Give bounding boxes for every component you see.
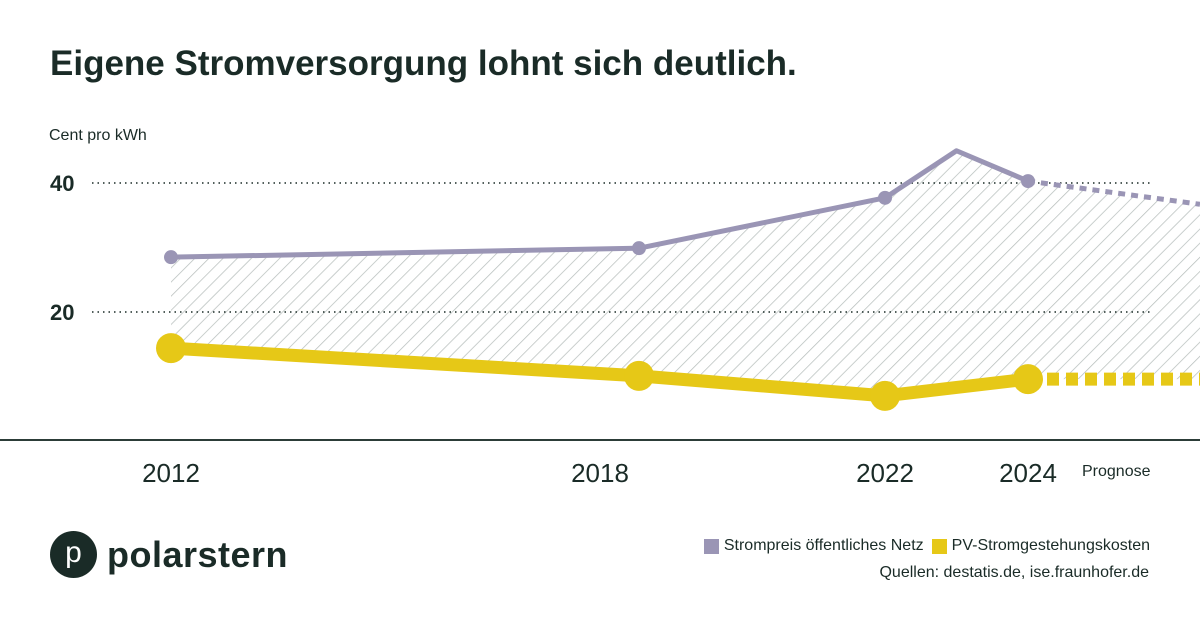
y-axis-label: Cent pro kWh — [49, 127, 147, 144]
x-tick-label: 2012 — [142, 458, 200, 488]
data-point-pv-cost-2024 — [1013, 364, 1043, 395]
brand-logo: p polarstern — [50, 531, 288, 578]
y-tick-label: 20 — [50, 300, 74, 325]
legend: Strompreis öffentliches Netz PV-Stromges… — [703, 537, 1150, 555]
data-point-pv-cost-2022 — [870, 380, 900, 411]
data-point-grid-price-2024 — [1021, 174, 1035, 189]
logo-text: polarstern — [107, 533, 289, 575]
legend-label-grid-price: Strompreis öffentliches Netz — [723, 537, 924, 554]
hatched-gap-area — [171, 150, 1200, 396]
x-tick-label: 2024 — [999, 458, 1057, 488]
data-point-pv-cost-2018 — [624, 360, 654, 391]
logo-mark: p — [50, 531, 97, 578]
sources: Quellen: destatis.de, ise.fraunhofer.de — [879, 564, 1149, 581]
forecast-label: Prognose — [1082, 463, 1151, 480]
data-point-grid-price-2022 — [878, 190, 892, 205]
legend-label-pv-cost: PV-Stromgestehungskosten — [951, 537, 1150, 554]
chart-title: Eigene Stromversorgung lohnt sich deutli… — [50, 44, 797, 83]
data-point-pv-cost-2012 — [156, 333, 186, 364]
legend-swatch-grid-price — [703, 538, 719, 554]
data-point-grid-price-2018 — [632, 241, 646, 256]
data-point-grid-price-2012 — [164, 250, 178, 265]
x-tick-label: 2018 — [571, 458, 629, 488]
x-tick-label: 2022 — [856, 458, 914, 488]
forecast-line-grid-price — [1027, 178, 1200, 207]
y-tick-label: 40 — [50, 171, 74, 196]
series-line-pv-cost — [170, 341, 1029, 403]
legend-swatch-pv-cost — [931, 538, 947, 554]
